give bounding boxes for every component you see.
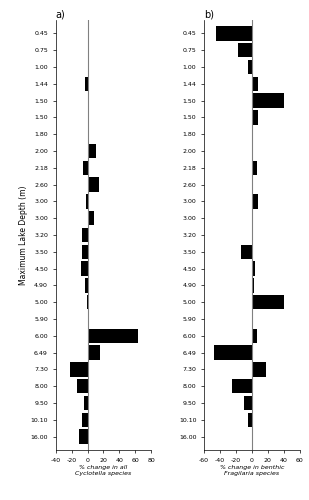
Bar	[252, 144, 253, 158]
Bar	[252, 194, 258, 208]
Bar	[87, 312, 88, 326]
Bar	[252, 295, 284, 310]
Bar	[86, 194, 87, 208]
Bar	[252, 328, 257, 343]
Bar	[252, 160, 257, 175]
Bar	[214, 346, 252, 360]
Bar	[244, 396, 252, 410]
Bar	[248, 60, 252, 74]
X-axis label: % change in all
Cyclotella species: % change in all Cyclotella species	[75, 466, 132, 476]
Bar	[252, 211, 253, 226]
Bar	[252, 127, 253, 142]
Bar	[87, 144, 96, 158]
X-axis label: % change in benthic
Fragilaria species: % change in benthic Fragilaria species	[220, 466, 284, 476]
Bar	[252, 430, 253, 444]
Text: b): b)	[204, 9, 214, 19]
Bar	[216, 26, 252, 40]
Bar	[79, 430, 87, 444]
Bar	[85, 278, 87, 292]
Bar	[83, 160, 87, 175]
Bar	[85, 76, 87, 91]
Bar	[238, 43, 252, 58]
Bar	[252, 94, 284, 108]
Bar	[87, 346, 100, 360]
Bar	[83, 396, 87, 410]
Bar	[252, 278, 254, 292]
Bar	[252, 362, 266, 376]
Bar	[82, 228, 87, 242]
Bar	[252, 110, 258, 124]
Text: a): a)	[56, 9, 66, 19]
Bar	[87, 178, 99, 192]
Bar	[82, 412, 87, 427]
Y-axis label: Maximum Lake Depth (m): Maximum Lake Depth (m)	[19, 185, 28, 285]
Bar	[248, 412, 252, 427]
Bar	[87, 110, 89, 124]
Bar	[241, 244, 252, 259]
Bar	[87, 328, 138, 343]
Bar	[70, 362, 87, 376]
Bar	[81, 262, 87, 276]
Bar	[77, 379, 87, 394]
Bar	[232, 379, 252, 394]
Bar	[252, 262, 255, 276]
Bar	[87, 211, 94, 226]
Bar	[252, 76, 258, 91]
Bar	[82, 244, 87, 259]
